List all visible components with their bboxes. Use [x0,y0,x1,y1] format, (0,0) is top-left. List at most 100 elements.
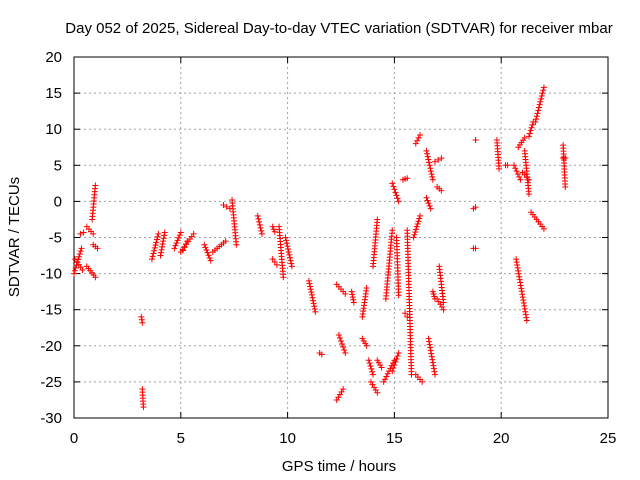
data-point-marker [535,104,542,111]
data-point-marker [395,198,402,205]
data-point-marker [515,270,522,277]
data-point-marker [286,254,293,261]
data-point-marker [526,130,533,137]
data-point-marker [309,294,316,301]
data-point-marker [92,182,99,189]
data-point-marker [412,229,419,236]
data-point-marker [349,291,356,298]
data-point-marker [562,183,569,190]
data-point-marker [390,365,397,372]
data-point-marker [280,274,287,281]
data-point-marker [382,376,389,383]
data-point-marker [336,334,343,341]
data-point-marker [149,253,156,260]
data-point-marker [311,303,318,310]
data-point-marker [374,389,381,396]
data-point-marker [426,162,433,169]
data-point-marker [417,131,424,138]
data-point-marker [348,288,355,295]
data-point-marker [504,162,511,169]
data-point-marker [525,133,532,140]
data-point-marker [536,101,543,108]
data-point-marker [425,156,432,163]
y-tick-label: -15 [40,302,62,319]
data-point-marker [537,98,544,105]
data-point-marker [335,331,342,338]
data-point-marker [173,240,180,247]
data-point-marker [76,250,83,257]
data-point-marker [518,285,525,292]
data-point-marker [255,215,262,222]
data-point-marker [366,360,373,367]
data-point-marker [522,308,529,315]
data-point-marker [414,220,421,227]
data-point-marker [258,230,265,237]
data-point-marker [222,238,229,245]
y-tick-label: 5 [54,157,62,174]
data-point-marker [428,170,435,177]
data-point-marker [282,234,289,241]
data-point-marker [514,264,521,271]
data-point-marker [419,378,426,385]
data-point-marker [284,243,291,250]
data-point-marker [318,351,325,358]
y-tick-label: 20 [45,49,62,66]
data-point-marker [395,292,402,299]
data-point-marker [138,313,145,320]
data-point-marker [511,162,518,169]
y-tick-label: -25 [40,374,62,391]
data-point-marker [517,279,524,286]
data-point-marker [140,404,147,411]
data-point-marker [428,353,435,360]
data-point-marker [349,294,356,301]
data-point-marker [151,247,158,254]
data-point-marker [338,337,344,344]
data-point-marker [78,245,85,252]
y-axis-label: SDTVAR / TECUs [6,177,23,297]
data-point-marker [150,250,157,257]
data-point-marker [220,202,227,209]
data-point-marker [94,245,101,252]
data-point-marker [177,229,184,236]
data-point-marker [522,311,529,318]
data-point-marker [426,338,433,345]
data-point-marker [523,314,530,321]
data-point-marker [306,280,313,287]
y-tick-label: 10 [45,121,62,138]
data-point-marker [152,242,159,249]
data-point-marker [426,202,433,209]
data-point-marker [429,356,436,363]
data-point-marker [257,224,264,231]
data-point-marker [416,215,423,222]
data-point-marker [392,189,399,196]
data-point-marker [395,350,402,357]
data-point-marker [472,245,479,252]
data-point-marker [369,368,376,375]
data-point-marker [394,353,401,360]
data-point-marker [283,240,290,247]
data-point-marker [394,195,401,202]
data-point-marker [138,316,145,323]
data-point-marker [517,176,524,183]
data-point-marker [429,359,436,366]
data-point-marker [77,230,84,237]
data-point-marker [181,244,188,251]
data-point-marker [414,137,421,144]
axis-ticks: 0 5 10 15 20 25 -30 -25 -20 -15 -10 -5 0 5 10 15 20 [40,49,616,447]
data-point-marker [527,127,534,134]
data-point-marker [75,253,82,260]
data-point-marker [288,260,295,267]
data-point-marker [305,277,312,284]
data-point-marker [139,319,146,326]
x-tick-label: 20 [493,430,510,447]
x-tick-label: 15 [386,430,403,447]
data-point-marker [363,285,370,292]
data-point-marker [423,147,430,154]
data-point-marker [157,252,164,259]
x-tick-label: 5 [177,430,185,447]
data-point-marker [517,282,524,289]
data-point-marker [519,294,526,301]
y-tick-label: -10 [40,266,62,283]
data-point-marker [393,356,400,363]
